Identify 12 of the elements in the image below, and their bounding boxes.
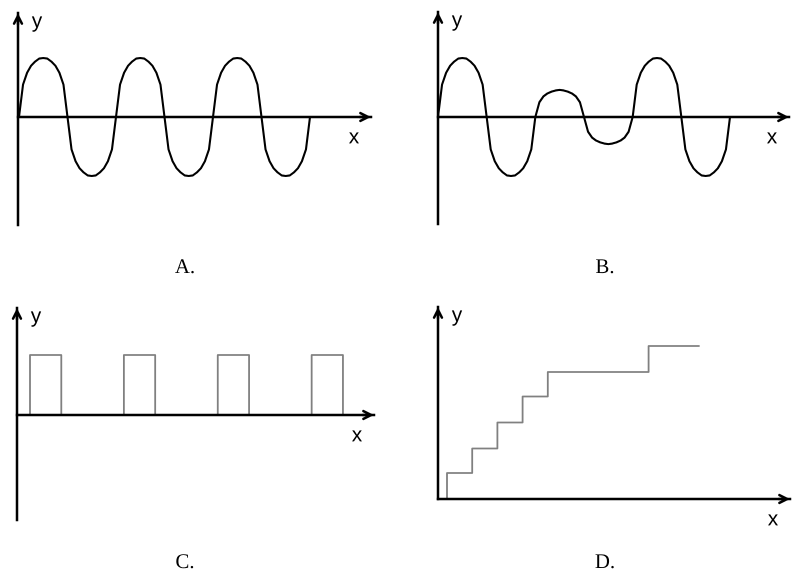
y-axis-title: y bbox=[452, 15, 462, 31]
text: A. bbox=[175, 259, 194, 274]
text: B. bbox=[596, 259, 614, 274]
y-axis-title: y bbox=[32, 16, 42, 32]
text: C. bbox=[176, 554, 194, 568]
text: D. bbox=[595, 554, 614, 568]
x-axis-title: x bbox=[767, 132, 777, 144]
y-axis-title: y bbox=[452, 310, 462, 326]
x-axis-title: x bbox=[349, 132, 359, 144]
x-axis-title: x bbox=[768, 514, 778, 526]
x-axis-title: x bbox=[352, 430, 362, 442]
y-axis-title: y bbox=[30, 311, 42, 327]
